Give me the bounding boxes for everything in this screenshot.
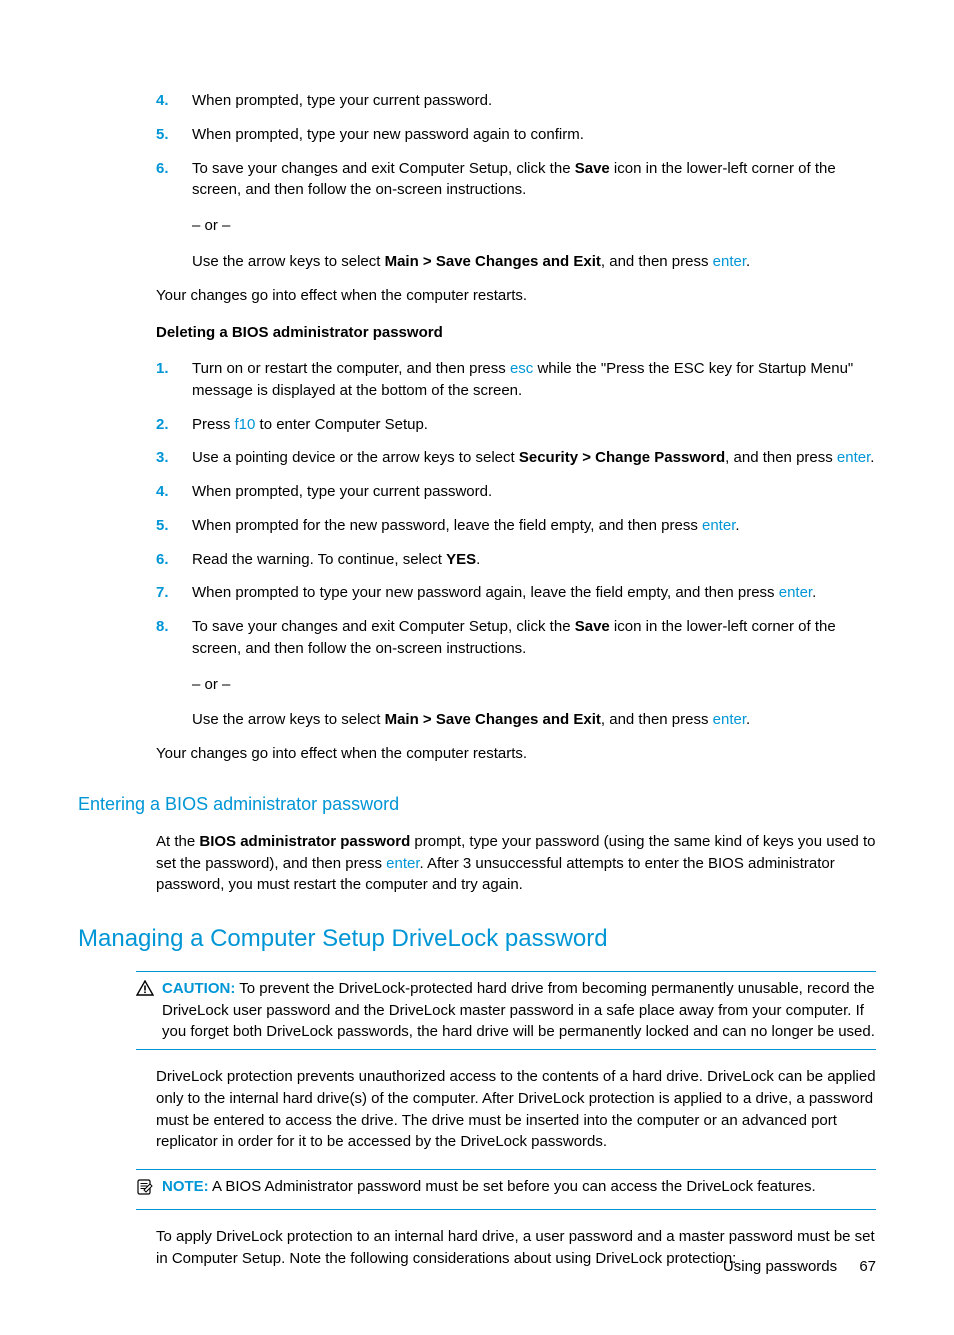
list-text: When prompted for the new password, leav…	[192, 515, 876, 537]
text-run: , and then press	[601, 711, 713, 728]
list-item: 7. When prompted to type your new passwo…	[156, 582, 876, 604]
list-text: Turn on or restart the computer, and the…	[192, 358, 876, 402]
list-item: 6. To save your changes and exit Compute…	[156, 158, 876, 273]
paragraph: At the BIOS administrator password promp…	[156, 831, 876, 896]
caution-text: To prevent the DriveLock-protected hard …	[162, 980, 875, 1041]
text-run: Read the warning. To continue, select	[192, 551, 446, 568]
bold-text: YES	[446, 551, 476, 568]
alt-instruction: Use the arrow keys to select Main > Save…	[192, 709, 876, 731]
text-run: At the	[156, 833, 199, 850]
paragraph: DriveLock protection prevents unauthoriz…	[156, 1066, 876, 1153]
key-name: esc	[510, 360, 533, 377]
document-page: 4. When prompted, type your current pass…	[0, 0, 954, 1335]
list-number: 2.	[156, 414, 192, 436]
list-item: 6. Read the warning. To continue, select…	[156, 549, 876, 571]
ordered-list-continued: 4. When prompted, type your current pass…	[156, 90, 876, 273]
text-run: Press	[192, 416, 235, 433]
caution-label: CAUTION:	[162, 980, 235, 997]
list-number: 6.	[156, 158, 192, 273]
list-number: 7.	[156, 582, 192, 604]
list-item: 5. When prompted for the new password, l…	[156, 515, 876, 537]
text-run: To save your changes and exit Computer S…	[192, 160, 575, 177]
bold-text: Save	[575, 618, 610, 635]
note-icon	[136, 1178, 158, 1203]
text-run: Use the arrow keys to select	[192, 711, 385, 728]
key-name: enter	[386, 855, 419, 872]
list-item: 8. To save your changes and exit Compute…	[156, 616, 876, 731]
text-run: .	[746, 253, 750, 270]
list-text: When prompted, type your current passwor…	[192, 481, 876, 503]
or-separator: – or –	[192, 674, 876, 696]
text-run: To save your changes and exit Computer S…	[192, 618, 575, 635]
paragraph: Your changes go into effect when the com…	[156, 743, 876, 765]
text-run: Use a pointing device or the arrow keys …	[192, 449, 519, 466]
caution-admonition: CAUTION: To prevent the DriveLock-protec…	[136, 971, 876, 1050]
text-run: to enter Computer Setup.	[255, 416, 428, 433]
note-text: A BIOS Administrator password must be se…	[209, 1178, 816, 1195]
heading-3: Entering a BIOS administrator password	[78, 791, 876, 817]
list-text: Read the warning. To continue, select YE…	[192, 549, 876, 571]
alt-instruction: Use the arrow keys to select Main > Save…	[192, 251, 876, 273]
list-number: 8.	[156, 616, 192, 731]
list-number: 4.	[156, 90, 192, 112]
key-name: f10	[235, 416, 256, 433]
text-run: , and then press	[725, 449, 837, 466]
key-name: enter	[779, 584, 812, 601]
bold-text: Main > Save Changes and Exit	[385, 253, 601, 270]
heading-2: Managing a Computer Setup DriveLock pass…	[78, 922, 876, 957]
list-number: 6.	[156, 549, 192, 571]
or-separator: – or –	[192, 215, 876, 237]
text-run: .	[870, 449, 874, 466]
list-text: When prompted to type your new password …	[192, 582, 876, 604]
text-run: .	[812, 584, 816, 601]
footer-section: Using passwords	[723, 1258, 837, 1275]
list-item: 4. When prompted, type your current pass…	[156, 481, 876, 503]
list-number: 5.	[156, 515, 192, 537]
key-name: enter	[837, 449, 870, 466]
bold-text: BIOS administrator password	[199, 833, 410, 850]
list-item: 3. Use a pointing device or the arrow ke…	[156, 447, 876, 469]
text-run: Use the arrow keys to select	[192, 253, 385, 270]
page-footer: Using passwords 67	[723, 1256, 876, 1278]
bold-text: Security > Change Password	[519, 449, 725, 466]
text-run: , and then press	[601, 253, 713, 270]
caution-body: CAUTION: To prevent the DriveLock-protec…	[162, 978, 876, 1043]
page-number: 67	[859, 1258, 876, 1275]
text-run: When prompted for the new password, leav…	[192, 517, 702, 534]
list-text: When prompted, type your new password ag…	[192, 124, 876, 146]
list-text: To save your changes and exit Computer S…	[192, 158, 876, 273]
text-run: When prompted to type your new password …	[192, 584, 779, 601]
text-run: Turn on or restart the computer, and the…	[192, 360, 510, 377]
bold-text: Main > Save Changes and Exit	[385, 711, 601, 728]
note-body: NOTE: A BIOS Administrator password must…	[162, 1176, 876, 1198]
list-number: 5.	[156, 124, 192, 146]
text-run: .	[746, 711, 750, 728]
list-text: Press f10 to enter Computer Setup.	[192, 414, 876, 436]
note-label: NOTE:	[162, 1178, 209, 1195]
list-text: When prompted, type your current passwor…	[192, 90, 876, 112]
list-item: 2. Press f10 to enter Computer Setup.	[156, 414, 876, 436]
ordered-list-delete: 1. Turn on or restart the computer, and …	[156, 358, 876, 731]
key-name: enter	[702, 517, 735, 534]
key-name: enter	[713, 711, 746, 728]
list-item: 5. When prompted, type your new password…	[156, 124, 876, 146]
list-number: 4.	[156, 481, 192, 503]
caution-icon	[136, 980, 158, 1003]
list-item: 1. Turn on or restart the computer, and …	[156, 358, 876, 402]
bold-text: Save	[575, 160, 610, 177]
paragraph: Your changes go into effect when the com…	[156, 285, 876, 307]
list-text: To save your changes and exit Computer S…	[192, 616, 876, 731]
note-admonition: NOTE: A BIOS Administrator password must…	[136, 1169, 876, 1210]
key-name: enter	[713, 253, 746, 270]
list-item: 4. When prompted, type your current pass…	[156, 90, 876, 112]
text-run: .	[735, 517, 739, 534]
list-number: 1.	[156, 358, 192, 402]
list-text: Use a pointing device or the arrow keys …	[192, 447, 876, 469]
list-number: 3.	[156, 447, 192, 469]
text-run: .	[476, 551, 480, 568]
sub-heading: Deleting a BIOS administrator password	[156, 322, 876, 344]
